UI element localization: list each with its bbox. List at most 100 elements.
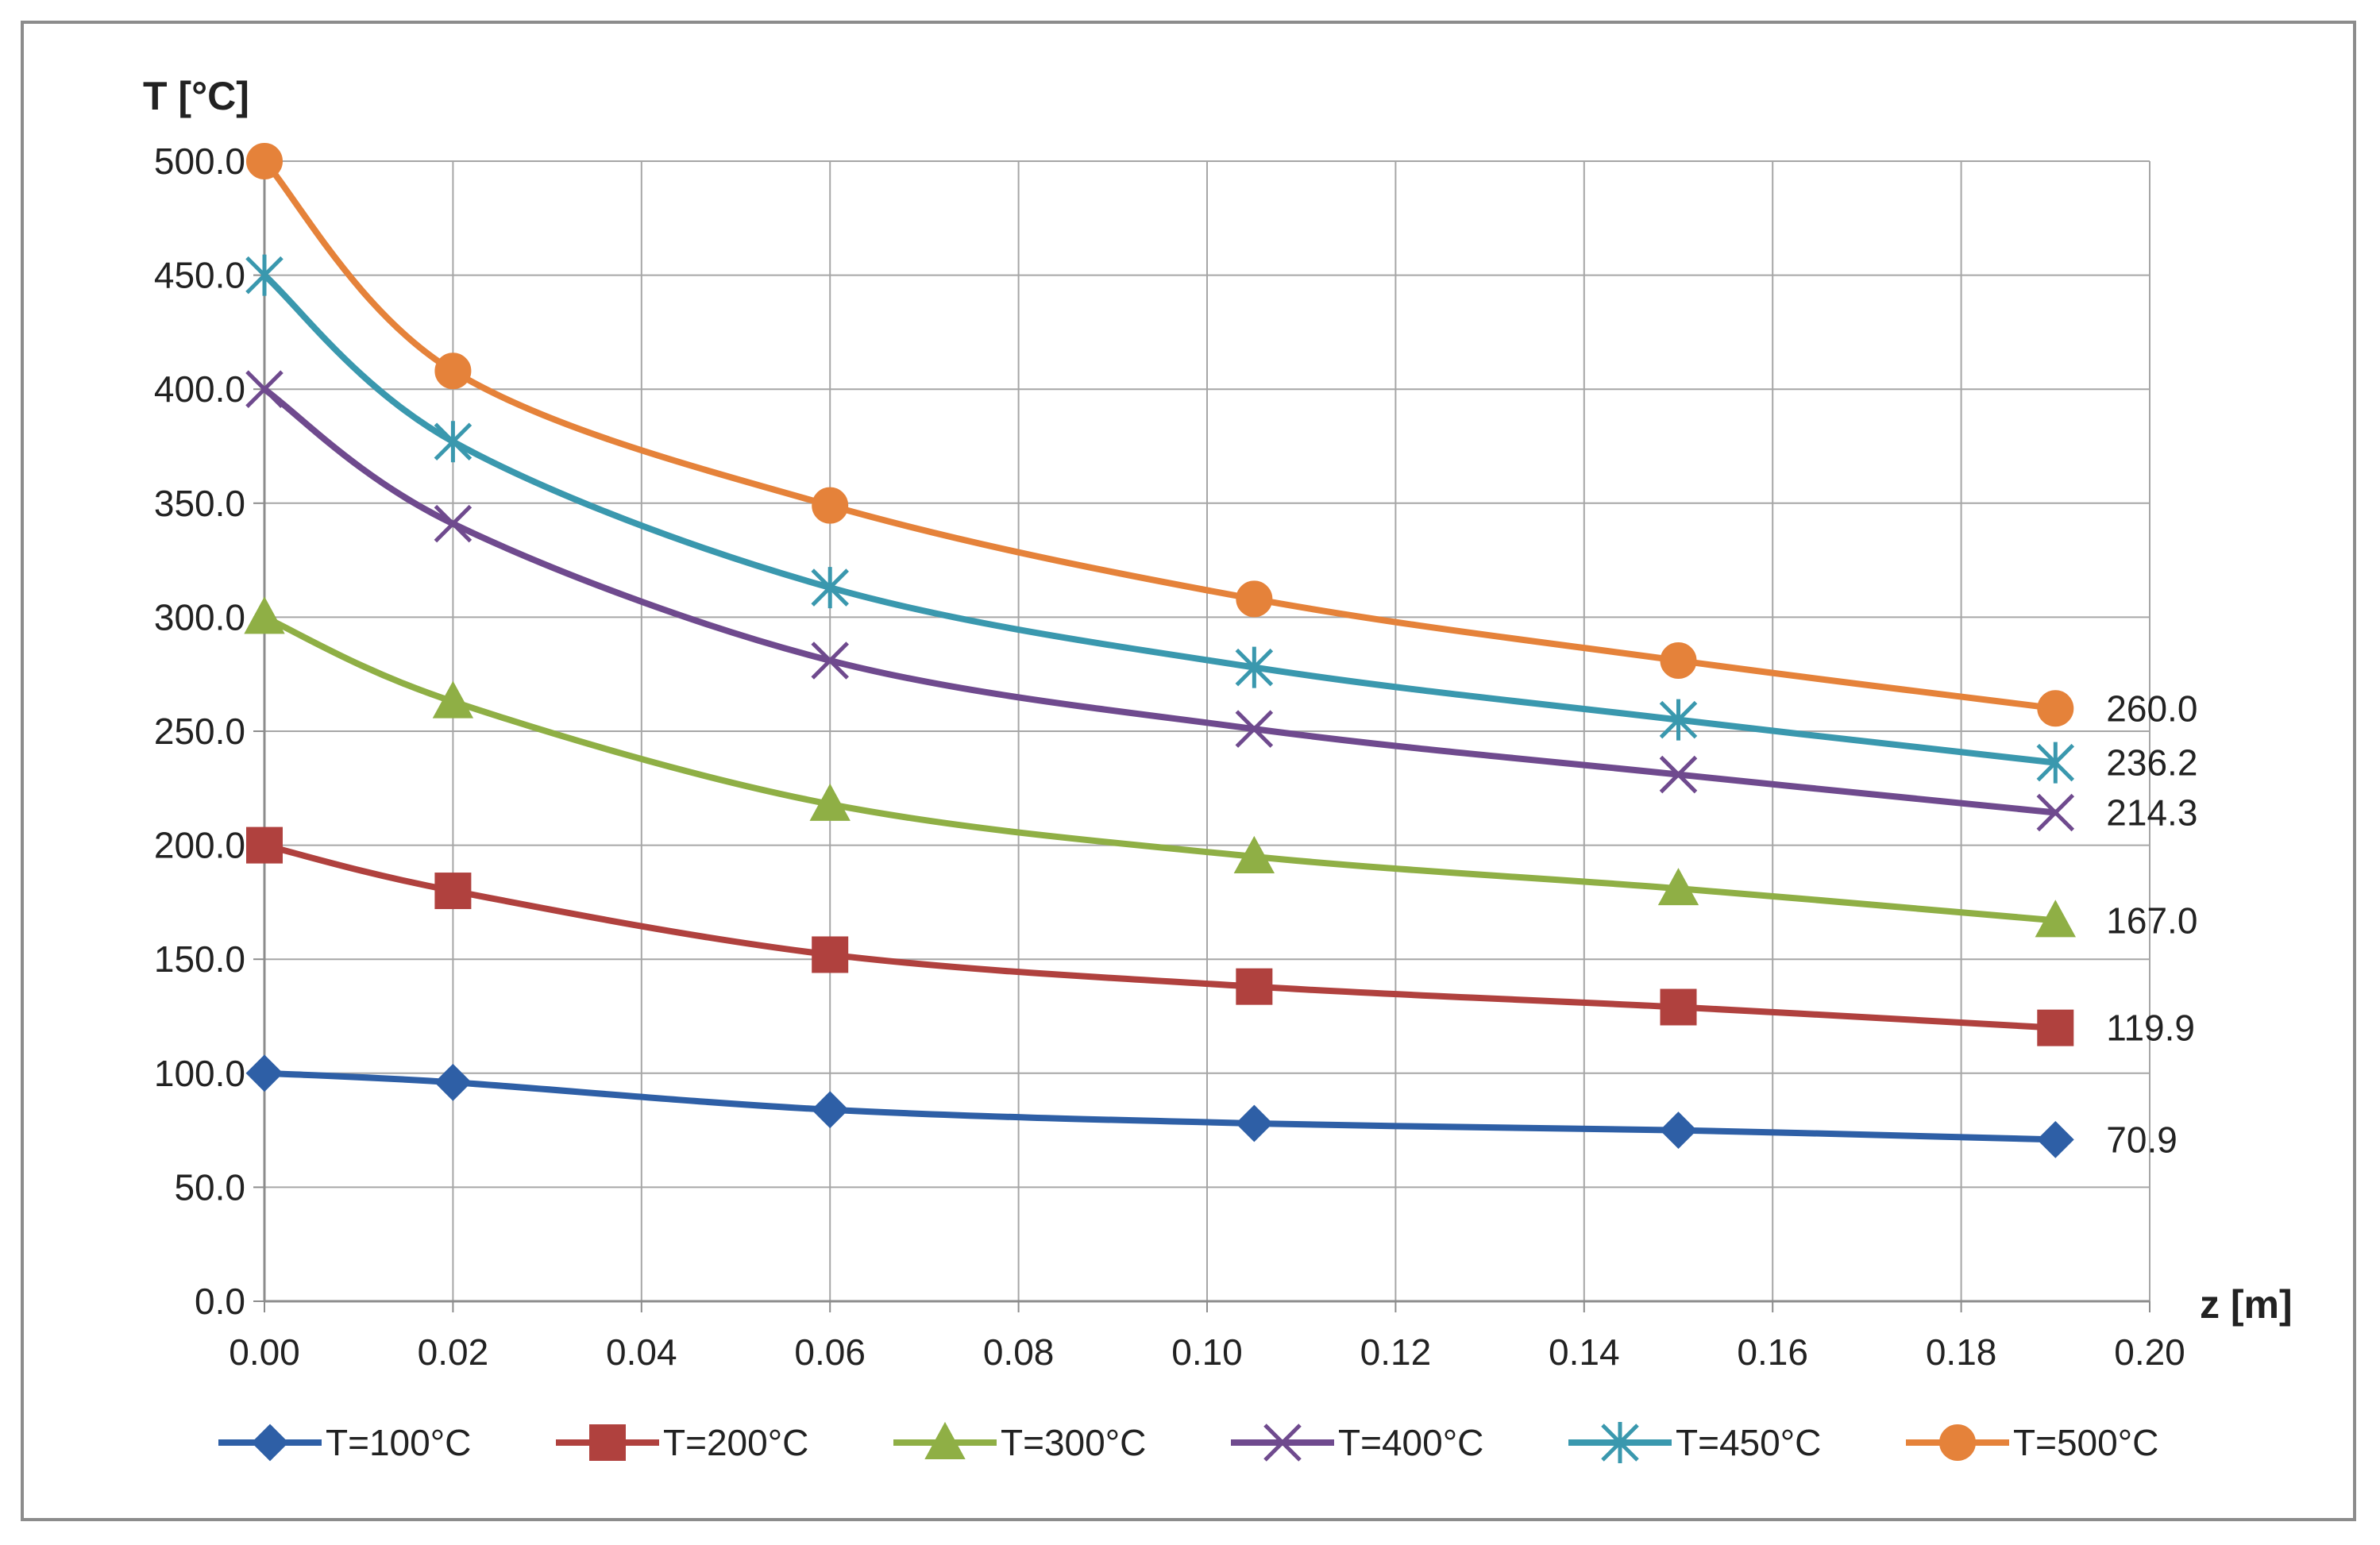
series-layer [244, 143, 2076, 1158]
x-tick-label: 0.18 [1926, 1331, 1997, 1373]
y-tick-labels: 0.0 50.0 100.0 150.0 200.0 250.0 300.0 350.0 400… [154, 141, 245, 1322]
x-tick-label: 0.10 [1171, 1331, 1243, 1373]
legend-item: T=450°C [1568, 1422, 1821, 1463]
y-tick-label: 50.0 [174, 1166, 245, 1208]
y-tick-label: 400.0 [154, 368, 245, 410]
x-tick-label: 0.08 [983, 1331, 1055, 1373]
y-tick-label: 250.0 [154, 711, 245, 752]
marker-stroke [1263, 1424, 1302, 1462]
data-point [246, 826, 283, 864]
series-T=200°C [246, 826, 2074, 1046]
x-tick-label: 0.00 [229, 1331, 300, 1373]
series-T=500°C [246, 143, 2074, 727]
legend-marker [589, 1424, 626, 1461]
series-T=400°C [245, 370, 2075, 832]
chart-frame [21, 21, 2356, 1521]
end-value-label: 70.9 [2106, 1119, 2177, 1160]
data-point [244, 596, 285, 634]
marker-stroke [1659, 755, 1698, 794]
legend-label: T=450°C [1676, 1422, 1821, 1463]
legend-label: T=200°C [663, 1422, 808, 1463]
data-point [2037, 690, 2074, 727]
x-tick-label: 0.12 [1360, 1331, 1432, 1373]
data-point [1660, 642, 1697, 679]
legend-item: T=300°C [893, 1421, 1146, 1463]
data-point [809, 783, 851, 821]
data-point [434, 353, 472, 390]
legend: T=100°C T=200°C T=300°C T=400°C T=450°C T=500… [218, 1421, 2158, 1463]
series-line [261, 842, 2059, 1031]
data-point [432, 680, 474, 719]
series-line [261, 272, 2059, 766]
y-tick-label: 150.0 [154, 938, 245, 980]
data-point [245, 370, 284, 408]
y-tick-label: 200.0 [154, 825, 245, 866]
legend-item: T=500°C [1906, 1422, 2158, 1463]
series-line [261, 386, 2059, 816]
data-point [246, 143, 283, 179]
legend-item: T=400°C [1231, 1422, 1483, 1463]
x-tick-label: 0.06 [794, 1331, 866, 1373]
data-point [812, 487, 849, 524]
data-point [1235, 710, 1274, 748]
data-point [2035, 900, 2076, 938]
data-point [1660, 1112, 1697, 1150]
data-point [811, 1091, 849, 1129]
series-T=300°C [244, 596, 2076, 938]
y-tick-label: 100.0 [154, 1053, 245, 1094]
data-point [2037, 1009, 2074, 1046]
data-point [1659, 755, 1698, 794]
data-point [1657, 868, 1699, 906]
y-axis-title: T [°C] [143, 74, 249, 118]
y-tick-label: 500.0 [154, 141, 245, 182]
data-point [811, 567, 849, 609]
end-value-labels: 70.9 119.9 167.0 214.3 236.2 260.0 [2106, 688, 2197, 1160]
data-point [1659, 699, 1698, 741]
data-point [2036, 793, 2075, 832]
end-value-label: 214.3 [2106, 792, 2197, 834]
data-point [245, 1054, 284, 1092]
x-tick-label: 0.20 [2114, 1331, 2185, 1373]
x-tick-label: 0.02 [418, 1331, 489, 1373]
data-point [245, 254, 284, 296]
end-value-label: 236.2 [2106, 742, 2197, 784]
end-value-label: 167.0 [2106, 900, 2197, 941]
data-point [1235, 1104, 1273, 1142]
x-axis-title: z [m] [2200, 1282, 2293, 1327]
legend-marker [924, 1421, 966, 1459]
data-point [434, 873, 472, 910]
series-line [261, 158, 2059, 712]
data-point [2036, 742, 2075, 784]
x-tick-label: 0.16 [1737, 1331, 1808, 1373]
legend-marker [1263, 1424, 1302, 1462]
legend-label: T=500°C [2013, 1422, 2158, 1463]
marker-stroke [811, 642, 849, 680]
legend-label: T=100°C [326, 1422, 471, 1463]
legend-item: T=100°C [218, 1422, 471, 1463]
legend-label: T=300°C [1001, 1422, 1146, 1463]
x-tick-labels: 0.00 0.02 0.04 0.06 0.08 0.10 0.12 0.14 0.16 0.18… [229, 1331, 2185, 1373]
legend-label: T=400°C [1338, 1422, 1483, 1463]
series-line [261, 614, 2059, 924]
x-tick-label: 0.14 [1549, 1331, 1620, 1373]
y-tick-label: 350.0 [154, 483, 245, 524]
series-line [261, 1069, 2059, 1143]
data-point [1233, 835, 1275, 873]
legend-marker [1939, 1424, 1976, 1461]
end-value-label: 119.9 [2106, 1008, 2195, 1049]
data-point [811, 642, 849, 680]
data-point [1236, 968, 1273, 1005]
data-point [812, 936, 849, 973]
legend-marker [251, 1424, 289, 1462]
series-T=100°C [245, 1054, 2074, 1158]
y-tick-label: 450.0 [154, 255, 245, 296]
data-point [434, 421, 473, 463]
data-point [1660, 988, 1697, 1026]
data-point [1236, 580, 1273, 618]
legend-marker [1601, 1422, 1639, 1463]
y-tick-label: 0.0 [195, 1281, 245, 1322]
series-T=450°C [245, 254, 2075, 784]
data-point [2036, 1120, 2074, 1158]
x-tick-label: 0.04 [606, 1331, 677, 1373]
